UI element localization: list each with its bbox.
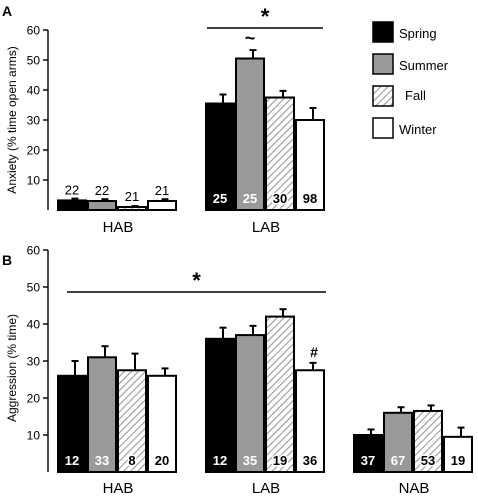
legend-label-winter: Winter <box>399 122 437 137</box>
panel-b-group-nab: NAB <box>399 480 430 497</box>
panel-b: B Aggression (% time) 10 20 30 40 50 60 12 33 8 2… <box>2 244 473 497</box>
n-label: 22 <box>65 182 79 197</box>
legend-label-fall: Fall <box>405 88 426 103</box>
bar-lab-spring <box>205 102 235 211</box>
y-tick-label: 20 <box>27 144 41 158</box>
bar-hab-winter <box>147 200 177 211</box>
significance-star: * <box>192 268 201 293</box>
n-label: 12 <box>213 453 227 468</box>
y-tick-label: 30 <box>27 355 41 369</box>
panel-a: A Anxiety (% time open arms) 10 20 30 40 50 6… <box>2 3 325 236</box>
tilde-annotation: ~ <box>245 28 256 48</box>
y-tick-label: 50 <box>27 281 41 295</box>
panel-b-label: B <box>2 252 12 268</box>
y-tick-label: 40 <box>27 318 41 332</box>
y-tick-label: 30 <box>27 114 41 128</box>
bar-hab-fall <box>117 206 147 211</box>
panel-a-group-hab: HAB <box>103 219 134 236</box>
y-tick-label: 50 <box>27 54 41 68</box>
bar-nab-summer <box>383 411 413 473</box>
n-label: 37 <box>361 453 375 468</box>
n-label: 19 <box>273 453 287 468</box>
n-label: 53 <box>421 453 435 468</box>
bar-hab-summer <box>87 356 117 473</box>
panel-b-plot: 10 20 30 40 50 60 12 33 8 20 12 35 19 36 37 67 53 19 * # <box>27 244 473 474</box>
bar-lab-summer <box>235 57 265 211</box>
n-label: 25 <box>243 191 257 206</box>
bar-hab-spring <box>57 199 87 211</box>
n-label: 36 <box>303 453 317 468</box>
bar-hab-winter <box>147 374 177 473</box>
legend: Spring Summer Fall Winter <box>372 21 449 139</box>
n-label: 33 <box>95 453 109 468</box>
y-tick-label: 60 <box>27 244 41 258</box>
n-label: 21 <box>155 183 169 198</box>
legend-swatch-spring <box>372 21 394 43</box>
bar-lab-fall <box>265 96 295 211</box>
n-label: 67 <box>391 453 405 468</box>
n-label: 8 <box>128 453 135 468</box>
n-label: 20 <box>155 453 169 468</box>
y-tick-label: 10 <box>27 429 41 443</box>
legend-label-summer: Summer <box>399 58 449 73</box>
panel-a-plot: 10 20 30 40 50 60 22 22 21 21 25 25 30 98 *~ <box>27 4 325 211</box>
legend-label-spring: Spring <box>399 26 437 41</box>
n-label: 98 <box>303 191 317 206</box>
y-tick-label: 40 <box>27 84 41 98</box>
bar-lab-summer <box>235 334 265 473</box>
bar-nab-fall <box>413 409 443 474</box>
bar-lab-winter <box>295 119 325 211</box>
bar-lab-winter <box>295 369 325 473</box>
panel-b-group-hab: HAB <box>103 480 134 497</box>
n-label: 22 <box>95 183 109 198</box>
n-label: 21 <box>125 189 139 204</box>
panel-b-group-lab: LAB <box>252 480 280 497</box>
bar-nab-spring <box>353 434 383 473</box>
legend-swatch-fall <box>372 85 394 107</box>
significance-star: * <box>261 4 270 29</box>
bar-lab-fall <box>265 315 295 473</box>
y-tick-label: 10 <box>27 174 41 188</box>
bar-hab-summer <box>87 200 117 211</box>
bar-hab-spring <box>57 374 87 473</box>
hash-annotation: # <box>310 344 318 360</box>
legend-swatch-summer <box>372 53 394 75</box>
n-label: 25 <box>213 191 227 206</box>
bar-lab-spring <box>205 337 235 473</box>
y-tick-label: 60 <box>27 24 41 38</box>
n-label: 12 <box>65 453 79 468</box>
y-tick-label: 20 <box>27 392 41 406</box>
panel-a-label: A <box>2 3 12 19</box>
legend-swatch-winter <box>372 117 394 139</box>
n-label: 35 <box>243 453 257 468</box>
n-label: 30 <box>273 191 287 206</box>
panel-a-ylabel: Anxiety (% time open arms) <box>5 46 19 193</box>
panel-b-ylabel: Aggression (% time) <box>5 314 19 422</box>
bar-hab-fall <box>117 369 147 473</box>
bar-nab-winter <box>443 435 473 474</box>
panel-a-group-lab: LAB <box>252 219 280 236</box>
n-label: 19 <box>451 453 465 468</box>
